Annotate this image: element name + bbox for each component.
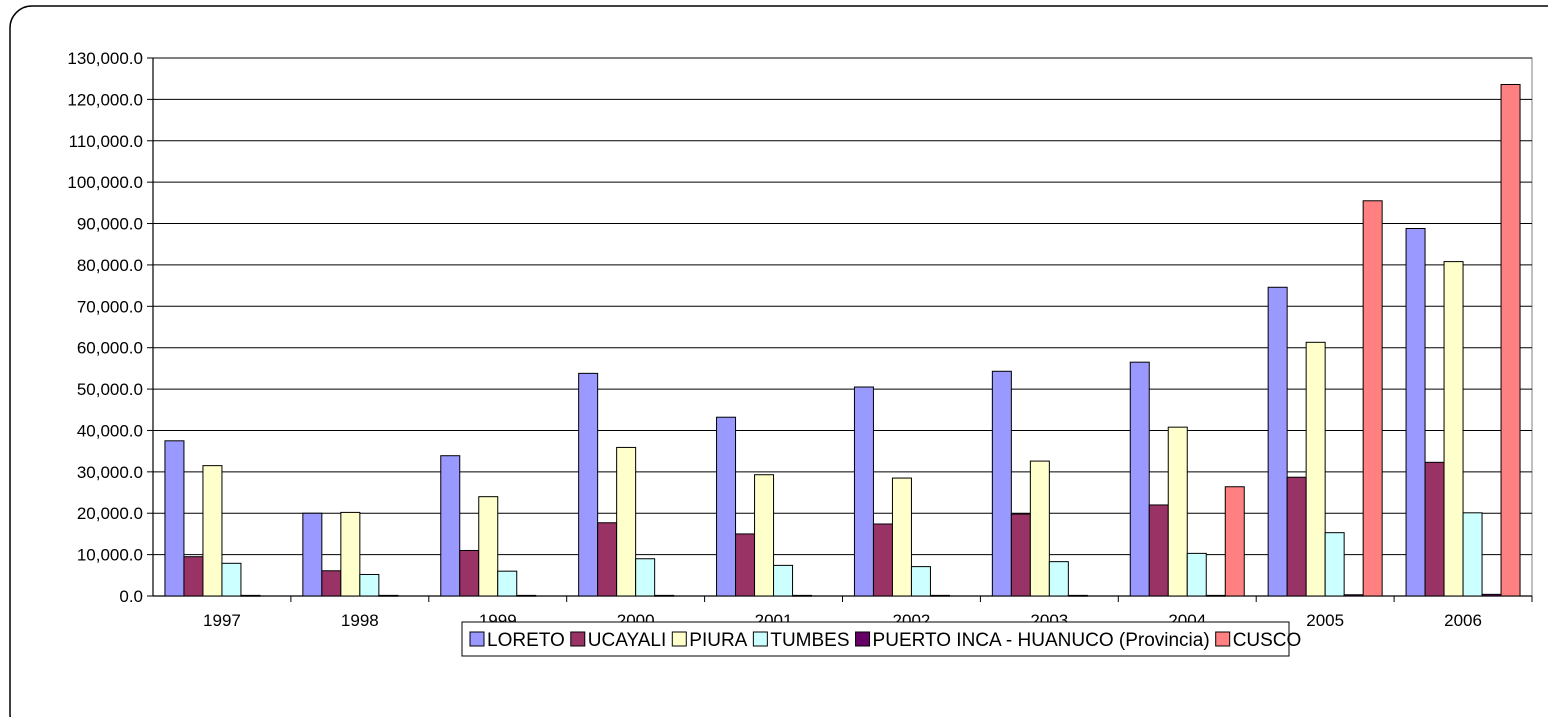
y-tick-label: 80,000.0 (77, 256, 143, 275)
bar-piura-2001 (754, 474, 775, 597)
legend-swatch-ucayali (570, 631, 586, 647)
bar-loreto-2001 (716, 416, 737, 597)
bar-tumbes-1999 (497, 570, 518, 597)
y-tick-label: 60,000.0 (77, 339, 143, 358)
bar-ucayali-2006 (1424, 461, 1445, 597)
bar-ucayali-1999 (459, 549, 480, 597)
y-tick-label: 70,000.0 (77, 297, 143, 316)
bar-puerto-inca-huanuco-provincia-2005 (1343, 594, 1364, 597)
legend-label-cusco: CUSCO (1233, 630, 1302, 651)
x-tick-label: 2005 (1306, 611, 1344, 630)
legend-swatch-puerto-inca-huanuco-provincia (855, 631, 871, 647)
bar-cusco-2006 (1500, 83, 1521, 597)
legend-swatch-piura (671, 631, 687, 647)
x-tick-label: 1997 (203, 611, 241, 630)
bar-ucayali-2005 (1286, 476, 1307, 597)
bar-loreto-1998 (302, 512, 323, 597)
legend-label-tumbes: TUMBES (770, 630, 849, 651)
bar-puerto-inca-huanuco-provincia-2003 (1067, 594, 1088, 597)
y-tick-label: 50,000.0 (77, 380, 143, 399)
bar-loreto-2006 (1405, 228, 1426, 597)
bar-piura-2000 (616, 446, 637, 597)
bar-tumbes-2001 (773, 564, 794, 597)
y-tick-label: 100,000.0 (67, 173, 143, 192)
legend-swatch-loreto (469, 631, 485, 647)
bar-loreto-2003 (991, 370, 1012, 597)
bar-piura-2005 (1305, 341, 1326, 597)
bar-piura-1997 (202, 465, 223, 597)
bar-tumbes-2004 (1186, 552, 1207, 597)
bar-loreto-2000 (578, 372, 599, 597)
legend-swatch-tumbes (752, 631, 768, 647)
bar-ucayali-2001 (735, 533, 756, 597)
bar-piura-2006 (1443, 261, 1464, 597)
bar-puerto-inca-huanuco-provincia-2002 (929, 594, 950, 597)
bar-puerto-inca-huanuco-provincia-1998 (378, 594, 399, 597)
y-tick-label: 0.0 (119, 587, 143, 606)
bar-puerto-inca-huanuco-provincia-1997 (240, 594, 261, 597)
bar-cusco-2004 (1224, 486, 1245, 597)
bar-loreto-2002 (853, 386, 874, 597)
y-tick-label: 130,000.0 (67, 49, 143, 68)
bar-cusco-2005 (1362, 200, 1383, 597)
bar-ucayali-2004 (1148, 504, 1169, 597)
bar-ucayali-2003 (1010, 513, 1031, 597)
bar-puerto-inca-huanuco-provincia-2004 (1205, 594, 1226, 597)
bar-loreto-2005 (1267, 286, 1288, 597)
legend-label-ucayali: UCAYALI (588, 630, 667, 651)
legend-label-piura: PIURA (689, 630, 747, 651)
bar-puerto-inca-huanuco-provincia-2006 (1481, 593, 1502, 597)
bar-tumbes-2006 (1462, 512, 1483, 597)
legend-label-loreto: LORETO (487, 630, 565, 651)
x-tick-label: 1998 (341, 611, 379, 630)
y-tick-label: 120,000.0 (67, 90, 143, 109)
bar-tumbes-1998 (359, 573, 380, 597)
y-tick-label: 90,000.0 (77, 215, 143, 234)
bar-loreto-2004 (1129, 361, 1150, 597)
bar-puerto-inca-huanuco-provincia-1999 (516, 594, 537, 597)
bar-ucayali-1997 (183, 556, 204, 597)
bar-puerto-inca-huanuco-provincia-2000 (654, 594, 675, 597)
bar-tumbes-1997 (221, 562, 242, 597)
bar-tumbes-2002 (910, 566, 931, 597)
plot-area: 0.0 10,000.0 20,000.0 30,000.0 40,000.0 50,00… (67, 49, 1533, 630)
bar-piura-2003 (1029, 460, 1050, 597)
bar-piura-2004 (1167, 426, 1188, 597)
legend-swatch-cusco (1215, 631, 1231, 647)
bar-ucayali-2000 (597, 522, 618, 597)
bar-piura-2002 (891, 477, 912, 597)
y-tick-label: 20,000.0 (77, 504, 143, 523)
bar-tumbes-2005 (1324, 532, 1345, 597)
bar-puerto-inca-huanuco-provincia-2001 (792, 594, 813, 597)
bar-ucayali-2002 (872, 523, 893, 597)
bar-piura-1998 (340, 511, 361, 597)
bar-piura-1999 (478, 496, 499, 597)
x-tick-label: 2006 (1444, 611, 1482, 630)
y-tick-label: 10,000.0 (77, 546, 143, 565)
legend-box (461, 621, 1290, 657)
bar-tumbes-2003 (1048, 561, 1069, 597)
bar-loreto-1997 (164, 440, 185, 597)
legend: LORETO UCAYALI PIURA TUMBES PUERTO INCA - HU… (461, 621, 1302, 657)
bar-ucayali-1998 (321, 570, 342, 597)
bar-tumbes-2000 (635, 558, 656, 597)
bar-loreto-1999 (440, 455, 461, 597)
y-tick-label: 110,000.0 (69, 132, 143, 151)
y-tick-label: 40,000.0 (77, 421, 143, 440)
legend-label-puerto-inca-huanuco-provincia: PUERTO INCA - HUANUCO (Provincia) (873, 630, 1210, 651)
y-tick-label: 30,000.0 (77, 463, 143, 482)
